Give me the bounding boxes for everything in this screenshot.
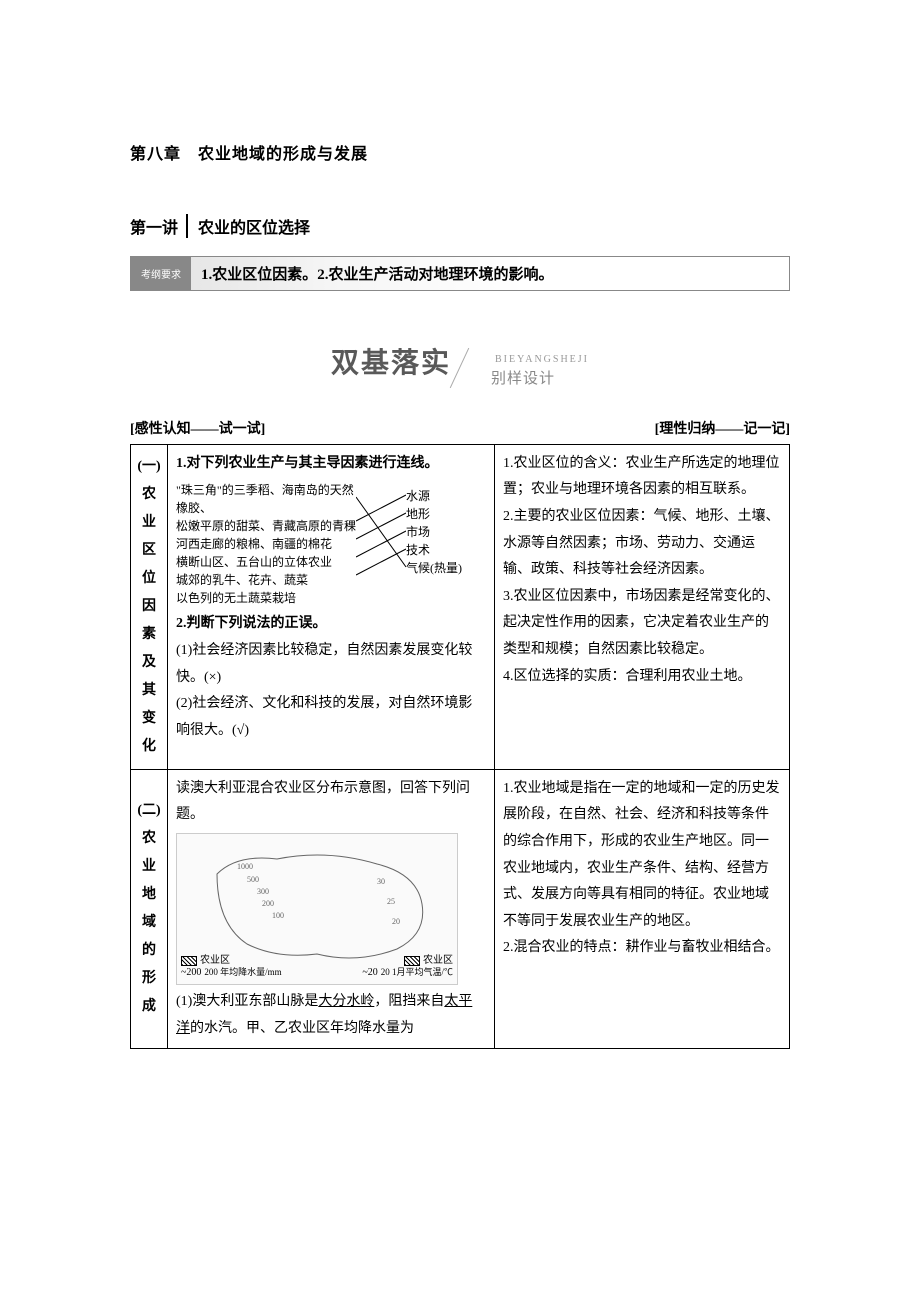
q2-title: 2.判断下列说法的正误。: [176, 611, 486, 638]
match-left-item: "珠三角"的三季稻、海南岛的天然橡胶、: [176, 481, 356, 517]
topic-tag: 考纲要求: [131, 257, 191, 290]
map-legend-2: 农业区 农业区: [181, 951, 453, 970]
svg-text:1000: 1000: [237, 862, 253, 871]
svg-text:300: 300: [257, 887, 269, 896]
banner-main: 双基落实: [331, 348, 451, 379]
q2-item-b: (2)社会经济、文化和科技的发展，对自然环境影响很大。(√): [176, 691, 486, 744]
match-left-item: 河西走廊的粮棉、南疆的棉花: [176, 535, 356, 553]
topic-box: 考纲要求 1.农业区位因素。2.农业生产活动对地理环境的影响。: [130, 256, 790, 291]
row1-side-label: (一) 农 业 区 位 因 素 及 其 变 化: [131, 444, 168, 769]
legend-box-icon: [181, 956, 197, 966]
section-title: 农业的区位选择: [198, 214, 310, 238]
section-heading: 第一讲 农业的区位选择: [130, 214, 790, 238]
topic-content: 1.农业区位因素。2.农业生产活动对地理环境的影响。: [191, 257, 564, 290]
table-row: (二) 农 业 地 域 的 形 成 读澳大利亚混合农业区分布示意图，回答下列问题…: [131, 769, 790, 1048]
left-col-header: [感性认知——试一试]: [130, 418, 265, 438]
legend-area2: 农业区: [423, 951, 453, 970]
q1-suffix: 的水汽。甲、乙农业区年均降水量为: [190, 1021, 414, 1036]
match-right-item: 市场: [406, 523, 476, 541]
match-right-item: 地形: [406, 505, 476, 523]
legend-area1: 农业区: [200, 951, 230, 970]
q1-prefix: (1)澳大利亚东部山脉是: [176, 994, 318, 1009]
svg-text:25: 25: [387, 897, 395, 906]
match-right-item: 技术: [406, 541, 476, 559]
q1-mid: ，阻挡来自: [374, 994, 444, 1009]
banner-subtitle: 别样设计: [491, 371, 555, 387]
row2-side-label: (二) 农 业 地 域 的 形 成: [131, 769, 168, 1048]
right-note: 1.农业地域是指在一定的地域和一定的历史发展阶段，在自然、社会、经济和科技等条件…: [503, 776, 781, 936]
match-left-item: 以色列的无土蔬菜栽培: [176, 589, 356, 607]
right-note: 4.区位选择的实质：合理利用农业土地。: [503, 664, 781, 691]
row2-intro: 读澳大利亚混合农业区分布示意图，回答下列问题。: [176, 776, 486, 829]
q1-title: 1.对下列农业生产与其主导因素进行连线。: [176, 451, 486, 478]
chapter-title: 第八章 农业地域的形成与发展: [130, 140, 790, 164]
match-left-item: 横断山区、五台山的立体农业: [176, 553, 356, 571]
right-col-header: [理性归纳——记一记]: [655, 418, 790, 438]
svg-text:30: 30: [377, 877, 385, 886]
row2-right: 1.农业地域是指在一定的地域和一定的历史发展阶段，在自然、社会、经济和科技等条件…: [495, 769, 790, 1048]
banner-pinyin: BIEYANGSHEJI: [495, 354, 589, 365]
right-note: 2.混合农业的特点：耕作业与畜牧业相结合。: [503, 935, 781, 962]
right-note: 3.农业区位因素中，市场因素是经常变化的、起决定性作用的因素，它决定着农业生产的…: [503, 584, 781, 664]
australia-map: 1000 500 300 200 100 30 25 20 ~200 200 年…: [176, 833, 458, 985]
match-right-item: 气候(热量): [406, 559, 476, 577]
right-note: 1.农业区位的含义：农业生产所选定的地理位置；农业与地理环境各因素的相互联系。: [503, 451, 781, 504]
banner: 双基落实 BIEYANGSHEJI 别样设计: [130, 341, 790, 388]
main-table: (一) 农 业 区 位 因 素 及 其 变 化 1.对下列农业生产与其主导因素进…: [130, 444, 790, 1049]
section-label: 第一讲: [130, 214, 188, 238]
match-left-item: 松嫩平原的甜菜、青藏高原的青稞: [176, 517, 356, 535]
table-row: (一) 农 业 区 位 因 素 及 其 变 化 1.对下列农业生产与其主导因素进…: [131, 444, 790, 769]
q2-item-a: (1)社会经济因素比较稳定，自然因素发展变化较快。(×): [176, 638, 486, 691]
column-headers: [感性认知——试一试] [理性归纳——记一记]: [130, 418, 790, 438]
match-right-item: 水源: [406, 487, 476, 505]
q1-underline-1: 大分水岭: [318, 994, 374, 1009]
row1-right: 1.农业区位的含义：农业生产所选定的地理位置；农业与地理环境各因素的相互联系。 …: [495, 444, 790, 769]
svg-text:500: 500: [247, 875, 259, 884]
svg-text:20: 20: [392, 917, 400, 926]
legend-box-icon: [404, 956, 420, 966]
row2-mid: 读澳大利亚混合农业区分布示意图，回答下列问题。 1000 500 300 200…: [168, 769, 495, 1048]
right-note: 2.主要的农业区位因素：气候、地形、土壤、水源等自然因素；市场、劳动力、交通运输…: [503, 504, 781, 584]
match-lines-icon: [356, 481, 406, 589]
match-left-item: 城郊的乳牛、花卉、蔬菜: [176, 571, 356, 589]
svg-text:100: 100: [272, 911, 284, 920]
banner-divider-icon: [451, 352, 491, 384]
svg-text:200: 200: [262, 899, 274, 908]
row2-q1: (1)澳大利亚东部山脉是大分水岭，阻挡来自太平洋的水汽。甲、乙农业区年均降水量为: [176, 989, 486, 1042]
row1-mid: 1.对下列农业生产与其主导因素进行连线。 "珠三角"的三季稻、海南岛的天然橡胶、…: [168, 444, 495, 769]
match-diagram: "珠三角"的三季稻、海南岛的天然橡胶、 松嫩平原的甜菜、青藏高原的青稞 河西走廊…: [176, 477, 486, 611]
